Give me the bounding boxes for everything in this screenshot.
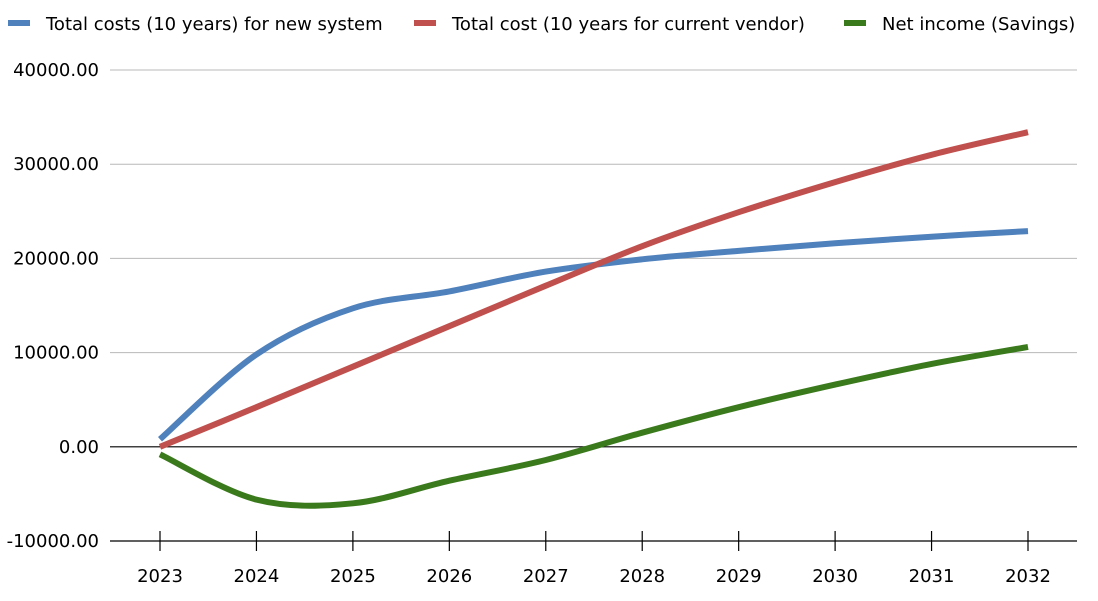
- series-lines: [157, 129, 1031, 509]
- legend-item-total-cost-10-years-for-current-vendor: Total cost (10 years for current vendor): [414, 14, 805, 35]
- legend-label: Net income (Savings): [882, 14, 1075, 35]
- y-tick-label: 40000.00: [13, 60, 99, 81]
- y-tick-label: 20000.00: [13, 248, 99, 269]
- legend-swatch: [844, 20, 866, 26]
- x-tick-label: 2027: [523, 566, 569, 587]
- legend: Total costs (10 years) for new system Tot…: [8, 14, 1075, 35]
- x-tick-label: 2032: [1005, 566, 1051, 587]
- data-point: [446, 478, 452, 484]
- y-tick-label: 30000.00: [13, 154, 99, 175]
- x-tick-label: 2031: [909, 566, 955, 587]
- legend-label: Total cost (10 years for current vendor): [451, 14, 805, 35]
- data-point: [157, 436, 163, 442]
- legend-label: Total costs (10 years) for new system: [45, 14, 383, 35]
- legend-swatch: [8, 20, 30, 26]
- data-point: [929, 234, 935, 240]
- data-point: [1025, 129, 1031, 135]
- gridlines: [110, 69, 1077, 542]
- data-point: [832, 382, 838, 388]
- data-point: [253, 497, 259, 503]
- series-line-total-cost-10-years-for-current-vendor: [158, 129, 1029, 450]
- data-point: [832, 179, 838, 185]
- y-tick-label: -10000.00: [7, 531, 99, 552]
- y-tick-label: 10000.00: [13, 343, 99, 364]
- data-point: [929, 152, 935, 158]
- data-point: [639, 430, 645, 436]
- series-line-total-costs-10-years-for-new-system: [158, 228, 1029, 442]
- data-point: [157, 444, 163, 450]
- data-point: [350, 305, 356, 311]
- data-point: [736, 248, 742, 254]
- data-point: [253, 351, 259, 357]
- legend-item-total-costs-10-years-for-new-system: Total costs (10 years) for new system: [8, 14, 383, 35]
- data-point: [253, 404, 259, 410]
- data-point: [736, 404, 742, 410]
- series-net-income-savings: [157, 343, 1031, 509]
- data-point: [832, 240, 838, 246]
- x-tick-label: 2024: [234, 566, 280, 587]
- data-point: [1025, 228, 1031, 234]
- x-tick-label: 2030: [812, 566, 858, 587]
- data-point: [350, 500, 356, 506]
- data-point: [639, 243, 645, 249]
- series-total-costs-10-years-for-new-system: [157, 228, 1031, 442]
- data-point: [543, 269, 549, 275]
- y-axis: 40000.00 30000.00 20000.00 10000.00 0.00 -100…: [7, 60, 99, 552]
- x-tick-label: 2029: [716, 566, 762, 587]
- x-axis: 2023 2024 2025 2026 2027 2028 2029 2030 2031 2032: [110, 531, 1077, 587]
- series-total-cost-10-years-for-current-vendor: [157, 129, 1031, 450]
- data-point: [446, 323, 452, 329]
- y-tick-label: 0.00: [59, 437, 99, 458]
- data-point: [446, 288, 452, 294]
- data-point: [736, 209, 742, 215]
- data-point: [1025, 344, 1031, 350]
- legend-swatch: [414, 20, 436, 26]
- x-tick-label: 2028: [619, 566, 665, 587]
- x-tick-label: 2026: [426, 566, 472, 587]
- data-point: [350, 364, 356, 370]
- x-tick-label: 2023: [137, 566, 183, 587]
- data-point: [639, 256, 645, 262]
- data-point: [157, 451, 163, 457]
- data-point: [543, 283, 549, 289]
- legend-item-net-income-savings: Net income (Savings): [844, 14, 1075, 35]
- series-line-net-income-savings: [158, 343, 1029, 509]
- data-point: [929, 361, 935, 367]
- data-point: [543, 457, 549, 463]
- x-tick-label: 2025: [330, 566, 376, 587]
